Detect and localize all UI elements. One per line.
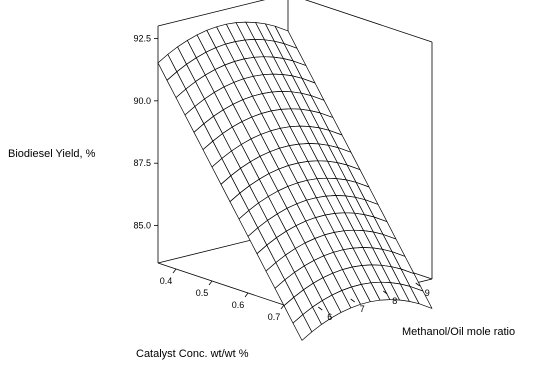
x-tick-3: [280, 304, 285, 310]
y-tick-0: [318, 306, 323, 311]
y-tick-label-1: 7: [360, 304, 365, 314]
y-tick-label-0: 6: [327, 312, 332, 322]
x-tick-2: [244, 292, 249, 298]
z-tick-label-2: 90.0: [133, 96, 151, 106]
x-tick-label-2: 0.6: [232, 300, 245, 310]
x-tick-label-1: 0.5: [196, 288, 209, 298]
x-axis-label: Catalyst Conc. wt/wt %: [136, 348, 249, 360]
x-tick-label-3: 0.7: [268, 312, 281, 322]
z-tick-label-1: 87.5: [133, 158, 151, 168]
x-axis-line: [157, 262, 303, 312]
box-edge-top-right: [304, 0, 433, 43]
x-tick-1: [208, 280, 213, 286]
y-tick-1: [350, 298, 355, 303]
axis-ticks: 85.0 87.5 90.0 92.5 0.4 0.5 0.6 0.7 6 7 8 9: [133, 33, 429, 322]
y-tick-2: [383, 290, 388, 295]
z-axis-label: Biodiesel Yield, %: [8, 148, 96, 160]
z-tick-label-3: 92.5: [133, 33, 151, 43]
y-axis-label: Methanol/Oil mole ratio: [402, 326, 515, 338]
surface-mesh: [157, 21, 433, 341]
box-edge-top-left: [157, 0, 266, 27]
x-tick-label-0: 0.4: [160, 276, 173, 286]
y-tick-3: [415, 282, 420, 287]
y-tick-label-3: 9: [425, 288, 430, 298]
surface-cell-15-0: [292, 314, 313, 341]
z-tick-label-0: 85.0: [133, 221, 151, 231]
y-tick-label-2: 8: [392, 296, 397, 306]
x-tick-0: [172, 268, 177, 274]
